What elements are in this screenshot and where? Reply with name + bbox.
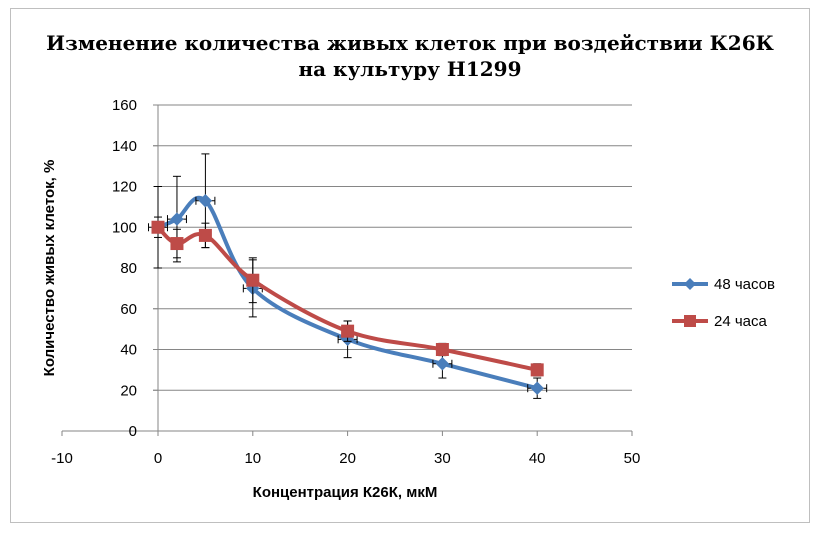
y-tick-label: 140: [112, 138, 137, 155]
plot-area: [148, 153, 548, 399]
y-tick-label: 80: [120, 260, 137, 277]
data-point: [170, 212, 184, 226]
x-tick-label: 30: [434, 450, 451, 467]
x-axis-title: Концентрация К26К, мкМ: [253, 484, 438, 501]
data-point: [198, 194, 213, 208]
x-tick-label: 20: [339, 450, 356, 467]
y-tick-labels: 0 20 40 60 80 100 120 140 160: [112, 97, 137, 440]
x-tick-label: 10: [244, 450, 261, 467]
y-tick-label: 120: [112, 179, 137, 196]
legend-marker: [684, 278, 696, 290]
legend-label: 24 часа: [714, 313, 768, 330]
legend-entry-2: 24 часа: [672, 313, 768, 330]
data-point: [341, 324, 355, 338]
y-tick-label: 20: [120, 382, 137, 399]
y-tick-label: 0: [129, 423, 137, 440]
data-point: [435, 343, 449, 356]
data-point: [530, 381, 544, 395]
data-point: [198, 228, 212, 242]
chart-frame: [10, 8, 810, 523]
x-tick-label: 50: [624, 450, 641, 467]
series-2: [151, 216, 544, 377]
legend-marker: [684, 315, 696, 327]
x-tick-labels: -10 0 10 20 30 40 50: [51, 450, 640, 467]
y-axis-title: Количество живых клеток, %: [41, 160, 58, 377]
y-tick-label: 40: [120, 342, 137, 359]
data-point: [170, 237, 184, 251]
legend-entry-1: 48 часов: [672, 276, 775, 293]
chart-title-line2: на культуру Н1299: [299, 57, 522, 81]
data-point: [530, 363, 544, 377]
y-tick-label: 100: [112, 219, 137, 236]
grid: [153, 104, 632, 391]
x-tick-label: 40: [529, 450, 546, 467]
x-tick-label: -10: [51, 450, 73, 467]
series-line: [157, 196, 538, 391]
data-point: [151, 220, 165, 234]
series-1: [148, 153, 548, 399]
legend-label: 48 часов: [714, 276, 775, 293]
data-point: [435, 357, 450, 371]
x-tick-label: 0: [154, 450, 162, 467]
y-tick-label: 60: [120, 301, 137, 318]
legend: 48 часов 24 часа: [672, 276, 775, 330]
data-point: [246, 273, 260, 287]
y-tick-label: 160: [112, 97, 137, 114]
chart-title-line1: Изменение количества живых клеток при во…: [46, 31, 774, 55]
